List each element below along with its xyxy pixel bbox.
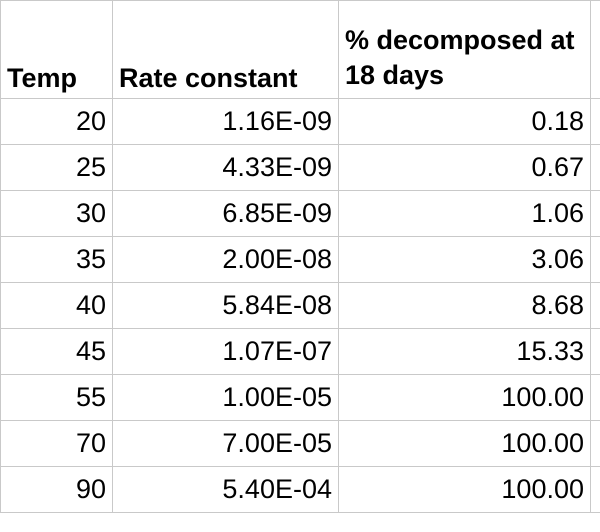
cell-rate-constant[interactable]: 7.00E-05 [112, 420, 339, 467]
cell-percent-decomposed[interactable]: 100.00 [338, 420, 591, 467]
cell-temp[interactable]: 40 [0, 282, 113, 329]
header-row: Temp Rate constant % decomposed at 18 da… [0, 0, 600, 99]
cell-percent-decomposed[interactable]: 0.18 [338, 98, 591, 145]
empty-cell[interactable] [590, 420, 600, 467]
table-row: 45 1.07E-07 15.33 [0, 328, 600, 375]
empty-cell[interactable] [590, 0, 600, 99]
cell-percent-decomposed[interactable]: 100.00 [338, 374, 591, 421]
data-table: Temp Rate constant % decomposed at 18 da… [0, 0, 600, 513]
empty-cell[interactable] [590, 374, 600, 421]
table-row: 20 1.16E-09 0.18 [0, 98, 600, 145]
cell-rate-constant[interactable]: 1.07E-07 [112, 328, 339, 375]
cell-rate-constant[interactable]: 1.00E-05 [112, 374, 339, 421]
empty-cell[interactable] [590, 282, 600, 329]
cell-temp[interactable]: 30 [0, 190, 113, 237]
cell-temp[interactable]: 70 [0, 420, 113, 467]
table-row: 30 6.85E-09 1.06 [0, 190, 600, 237]
cell-rate-constant[interactable]: 5.84E-08 [112, 282, 339, 329]
table-row: 70 7.00E-05 100.00 [0, 420, 600, 467]
cell-temp[interactable]: 20 [0, 98, 113, 145]
table-row: 40 5.84E-08 8.68 [0, 282, 600, 329]
cell-rate-constant[interactable]: 5.40E-04 [112, 466, 339, 513]
table-row: 25 4.33E-09 0.67 [0, 144, 600, 191]
empty-cell[interactable] [590, 466, 600, 513]
cell-percent-decomposed[interactable]: 100.00 [338, 466, 591, 513]
cell-percent-decomposed[interactable]: 1.06 [338, 190, 591, 237]
cell-percent-decomposed[interactable]: 0.67 [338, 144, 591, 191]
table-row: 55 1.00E-05 100.00 [0, 374, 600, 421]
table-row: 35 2.00E-08 3.06 [0, 236, 600, 283]
empty-cell[interactable] [590, 190, 600, 237]
cell-percent-decomposed[interactable]: 3.06 [338, 236, 591, 283]
empty-cell[interactable] [590, 144, 600, 191]
empty-cell[interactable] [590, 98, 600, 145]
empty-cell[interactable] [590, 236, 600, 283]
header-cell-percent-decomposed[interactable]: % decomposed at 18 days [338, 0, 591, 99]
cell-temp[interactable]: 55 [0, 374, 113, 421]
cell-rate-constant[interactable]: 6.85E-09 [112, 190, 339, 237]
table-row: 90 5.40E-04 100.00 [0, 466, 600, 513]
cell-percent-decomposed[interactable]: 8.68 [338, 282, 591, 329]
cell-temp[interactable]: 90 [0, 466, 113, 513]
header-cell-temp[interactable]: Temp [0, 0, 113, 99]
cell-rate-constant[interactable]: 4.33E-09 [112, 144, 339, 191]
cell-temp[interactable]: 25 [0, 144, 113, 191]
header-cell-rate-constant[interactable]: Rate constant [112, 0, 339, 99]
cell-rate-constant[interactable]: 1.16E-09 [112, 98, 339, 145]
cell-temp[interactable]: 35 [0, 236, 113, 283]
cell-percent-decomposed[interactable]: 15.33 [338, 328, 591, 375]
empty-cell[interactable] [590, 328, 600, 375]
cell-rate-constant[interactable]: 2.00E-08 [112, 236, 339, 283]
cell-temp[interactable]: 45 [0, 328, 113, 375]
